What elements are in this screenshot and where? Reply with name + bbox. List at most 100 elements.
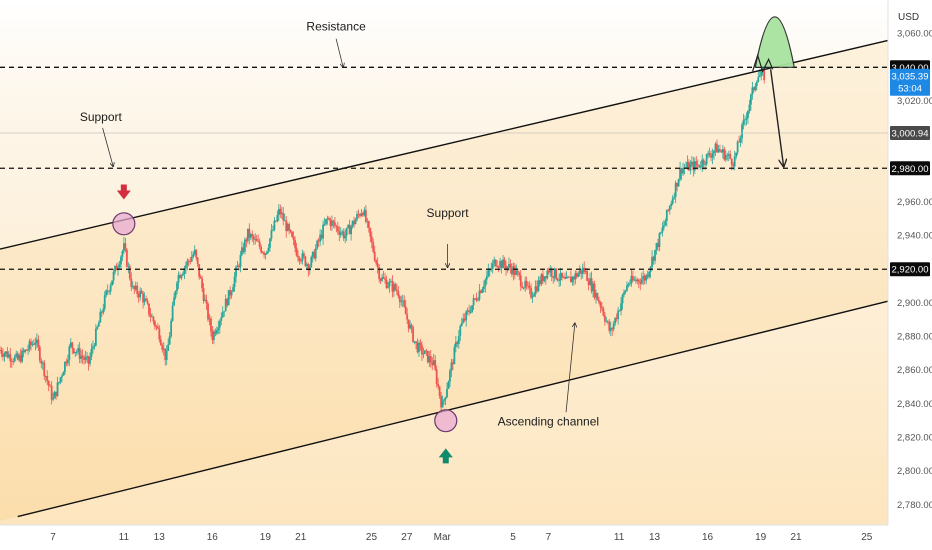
time-axis[interactable]: 7 11 13 16 19 21 25 27 Mar 5 7 11 13 16 19 21 25 (50, 532, 872, 543)
candle-body (139, 290, 142, 298)
candle-body (30, 341, 32, 345)
candle-body (35, 339, 38, 343)
price-tick-label: 2,900.00 (897, 298, 932, 309)
candle-body (331, 220, 333, 227)
candle-body (154, 321, 156, 327)
candle-body (618, 310, 621, 312)
candle-body (44, 376, 47, 377)
candle-body (643, 276, 646, 281)
candle-body (472, 298, 475, 306)
candle-body (305, 264, 308, 266)
candle-body (10, 361, 13, 362)
candle-body (539, 280, 541, 285)
candle-body (555, 268, 558, 279)
candle-body (322, 224, 324, 239)
candle-body (142, 293, 144, 303)
candle-body (18, 355, 21, 360)
candle-body (466, 310, 469, 312)
candle-body (339, 232, 342, 235)
candle-body (94, 328, 97, 346)
annotation-pointer (335, 38, 343, 68)
candle-body (527, 285, 530, 287)
candle-body (21, 350, 24, 362)
candle-body (505, 265, 507, 270)
candle-body (459, 325, 462, 336)
candle-body (292, 236, 295, 240)
projection-arrow (769, 69, 784, 166)
candle-body (571, 276, 574, 283)
candle-body (382, 277, 385, 279)
candle-body (738, 141, 740, 143)
candle-body (379, 278, 382, 281)
candle-body (269, 238, 271, 248)
candle-body (392, 284, 395, 292)
price-axis[interactable]: 3,060.00 3,020.00 2,960.00 2,940.00 2,900.00… (897, 29, 932, 511)
candle-body (89, 356, 91, 364)
candle-body (198, 264, 201, 277)
candle-body (428, 355, 431, 363)
candle-body (177, 274, 180, 283)
candle-body (236, 265, 239, 268)
candle-body (670, 203, 673, 206)
candle-body (356, 214, 358, 220)
candle-body (241, 247, 243, 255)
level-price-label-box (890, 262, 930, 277)
candle-body (344, 235, 347, 239)
candle-body (729, 154, 732, 159)
candle-body (575, 273, 578, 277)
price-tick-label: 2,880.00 (897, 332, 932, 343)
candle-body (291, 231, 293, 237)
candle-body (276, 215, 279, 222)
candle-body (646, 275, 649, 277)
candle-body (5, 351, 7, 354)
candle-body (674, 182, 677, 197)
candle-body (257, 241, 260, 242)
candle-body (120, 256, 122, 265)
candle-body (364, 210, 367, 222)
candle-body (252, 236, 255, 240)
level-price-label-box (890, 161, 930, 176)
candle-body (730, 158, 733, 165)
candle-body (605, 321, 608, 322)
candle-body (131, 286, 134, 287)
candle-body (453, 347, 456, 365)
candle-body (406, 314, 409, 320)
candle-body (302, 253, 305, 257)
candle-body (541, 274, 544, 282)
candle-body (173, 297, 175, 306)
candle-body (336, 226, 339, 232)
candle-series (0, 63, 766, 413)
candle-body (286, 224, 289, 232)
candle-body (207, 303, 209, 320)
candle-body (509, 264, 512, 269)
candle-body (640, 279, 643, 284)
candle-body (404, 306, 407, 315)
candle-body (28, 341, 31, 350)
annotation-pointer (102, 127, 114, 167)
price-tick-label: 2,860.00 (897, 365, 932, 376)
candle-body (456, 342, 459, 344)
candle-body (549, 269, 552, 273)
candle-body (506, 266, 509, 270)
candle-body (755, 81, 758, 86)
candle-body (298, 257, 301, 261)
candle-body (689, 164, 692, 171)
currency-label: USD (898, 12, 919, 23)
candle-body (12, 361, 15, 363)
candle-body (351, 220, 354, 227)
candle-body (522, 287, 525, 289)
candle-body (388, 281, 391, 287)
candle-body (38, 347, 41, 361)
candle-body (152, 316, 155, 322)
candle-body (602, 308, 605, 316)
candle-body (426, 350, 429, 363)
candle-body (52, 398, 55, 400)
candle-body (716, 143, 718, 153)
arrow-up-icon (438, 448, 453, 464)
candle-body (437, 383, 440, 387)
candle-body (394, 284, 397, 290)
candle-body (109, 285, 112, 292)
candle-body (701, 159, 704, 167)
candle-body (266, 251, 268, 254)
